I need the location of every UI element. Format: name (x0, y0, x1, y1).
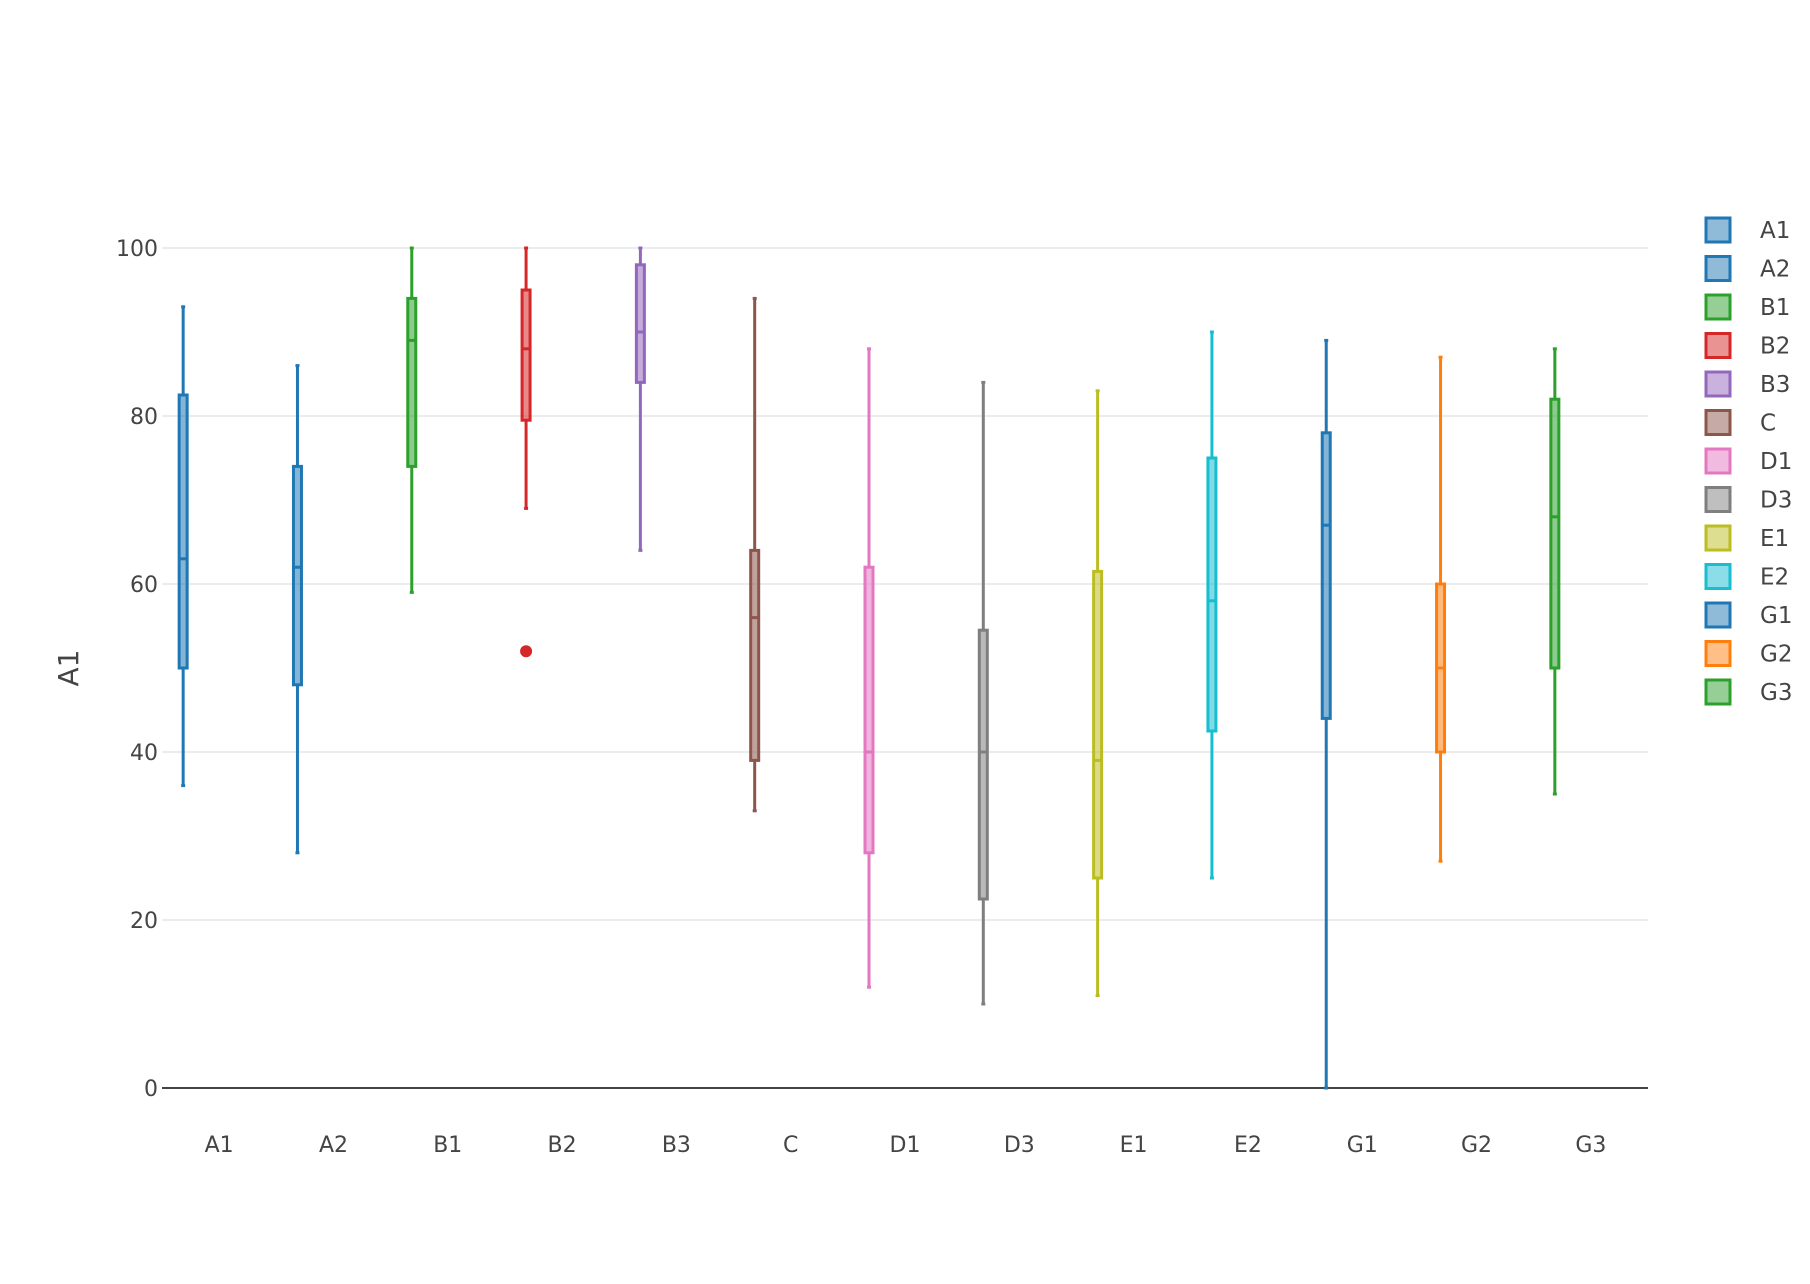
y-tick-label: 80 (130, 405, 158, 430)
x-tick-label: E2 (1234, 1133, 1262, 1158)
box-body (634, 263, 646, 384)
legend-item-e1: E1 (1704, 524, 1789, 552)
box-b1 (406, 246, 418, 594)
box-series (177, 246, 1561, 1090)
legend-item-b1: B1 (1704, 293, 1790, 321)
legend-label: C (1760, 411, 1776, 437)
x-tick-label: G3 (1575, 1133, 1606, 1158)
box-body (1092, 569, 1104, 880)
box-d1 (863, 347, 875, 989)
gridlines (162, 247, 1648, 1089)
outlier-point (520, 645, 533, 658)
legend-item-g2: G2 (1704, 640, 1792, 668)
legend-label: B1 (1760, 295, 1790, 321)
box-body (177, 393, 189, 670)
y-tick-label: 20 (130, 909, 158, 934)
legend-swatch (1704, 563, 1732, 590)
box-body (1206, 456, 1218, 733)
legend-label: E1 (1760, 526, 1789, 552)
legend-label: G2 (1760, 642, 1792, 668)
box-g1 (1320, 338, 1332, 1090)
y-tick-label: 60 (130, 573, 158, 598)
legend-swatch (1704, 370, 1732, 398)
y-tick-label: 0 (144, 1077, 158, 1102)
x-axis-ticks: A1 A2 B1 B2 B3 C D1 D3 E1 E2 G1 G2 G3 (205, 1133, 1607, 1158)
legend-item-g1: G1 (1704, 601, 1792, 629)
legend: A1 A2 B1 B2 B3 C D1 D3 E1 E2 G1 G2 G3 (1704, 216, 1792, 706)
legend-swatch (1704, 332, 1732, 359)
box-body (749, 548, 761, 762)
legend-item-d1: D1 (1704, 447, 1792, 475)
box-body (1549, 397, 1561, 670)
box-e2 (1206, 330, 1218, 880)
x-tick-label: A2 (319, 1133, 348, 1158)
box-body (520, 288, 532, 422)
legend-label: G3 (1760, 680, 1792, 706)
x-tick-label: A1 (205, 1133, 234, 1158)
box-body (1320, 431, 1332, 720)
legend-swatch (1704, 447, 1732, 475)
y-axis-ticks: 0 20 40 60 80 100 (116, 237, 158, 1102)
legend-swatch (1704, 293, 1732, 321)
box-c (749, 296, 761, 813)
box-body (977, 628, 989, 901)
legend-swatch (1704, 524, 1732, 552)
legend-label: D1 (1760, 449, 1792, 475)
legend-item-a2: A2 (1704, 255, 1790, 283)
y-tick-label: 40 (130, 741, 158, 766)
x-tick-label: E1 (1120, 1133, 1148, 1158)
legend-label: A1 (1760, 218, 1790, 244)
legend-item-e2: E2 (1704, 563, 1789, 591)
legend-swatch (1704, 640, 1732, 667)
legend-swatch (1704, 601, 1732, 629)
x-tick-label: G2 (1461, 1133, 1492, 1158)
x-tick-label: B1 (433, 1133, 462, 1158)
x-tick-label: B2 (548, 1133, 577, 1158)
x-tick-label: D3 (1004, 1133, 1035, 1158)
x-tick-label: D1 (890, 1133, 921, 1158)
legend-label: E2 (1760, 565, 1789, 591)
x-tick-label: G1 (1347, 1133, 1378, 1158)
box-body (291, 464, 303, 687)
box-b3 (634, 246, 646, 552)
legend-item-d3: D3 (1704, 486, 1792, 514)
box-g3 (1549, 347, 1561, 796)
box-g2 (1435, 355, 1447, 863)
y-axis-title: A1 (52, 650, 85, 687)
legend-item-b2: B2 (1704, 332, 1790, 360)
box-a2 (291, 364, 303, 855)
legend-item-b3: B3 (1704, 370, 1790, 398)
box-d3 (977, 380, 989, 1006)
legend-label: D3 (1760, 488, 1792, 514)
legend-swatch (1704, 486, 1732, 513)
legend-swatch (1704, 409, 1732, 436)
legend-label: B3 (1760, 372, 1790, 398)
legend-swatch (1704, 678, 1732, 706)
box-body (863, 565, 875, 855)
x-tick-label: B3 (662, 1133, 691, 1158)
y-tick-label: 100 (116, 237, 158, 262)
box-a1 (177, 305, 189, 788)
legend-label: A2 (1760, 257, 1790, 283)
legend-item-a1: A1 (1704, 216, 1790, 244)
box-b2 (520, 246, 533, 658)
legend-swatch (1704, 255, 1732, 282)
legend-item-c: C (1704, 409, 1776, 437)
box-e1 (1092, 389, 1104, 998)
legend-label: G1 (1760, 603, 1792, 629)
legend-label: B2 (1760, 334, 1790, 360)
x-tick-label: C (783, 1133, 798, 1158)
legend-item-g3: G3 (1704, 678, 1792, 706)
box-body (406, 296, 418, 468)
legend-swatch (1704, 216, 1732, 244)
